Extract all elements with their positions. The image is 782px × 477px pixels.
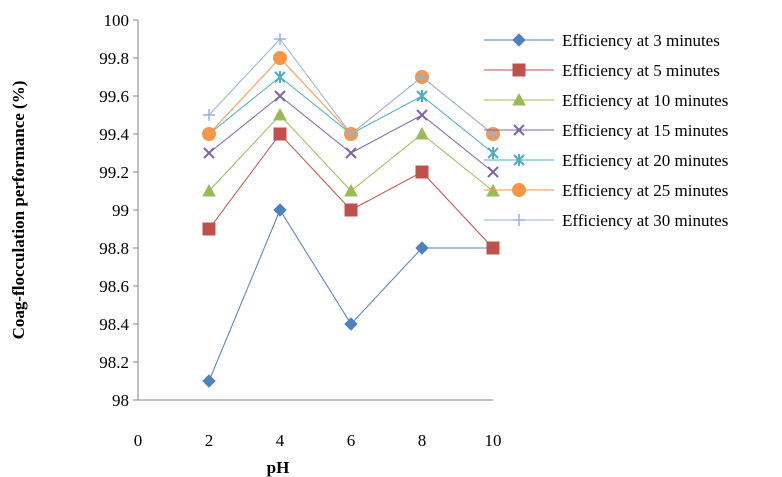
legend: Efficiency at 3 minutes Efficiency at 5 m… xyxy=(484,31,728,230)
series-5 xyxy=(203,71,499,159)
data-point xyxy=(203,109,215,121)
legend-entry: Efficiency at 25 minutes xyxy=(484,181,728,200)
legend-marker xyxy=(512,92,526,106)
x-tick-label: 6 xyxy=(347,431,356,450)
data-point xyxy=(415,126,429,140)
series-2 xyxy=(202,127,500,255)
x-tick-label: 2 xyxy=(205,431,214,450)
legend-label: Efficiency at 10 minutes xyxy=(562,91,728,110)
data-point xyxy=(487,166,499,178)
legend-entry: Efficiency at 30 minutes xyxy=(484,211,728,230)
data-point xyxy=(345,147,357,159)
y-tick-label: 99 xyxy=(112,201,129,220)
y-tick-label: 98.6 xyxy=(99,277,129,296)
legend-label: Efficiency at 20 minutes xyxy=(562,151,728,170)
data-point xyxy=(486,241,500,255)
series-1 xyxy=(202,203,500,388)
legend-entry: Efficiency at 5 minutes xyxy=(484,61,720,80)
y-tick-label: 98.4 xyxy=(99,315,129,334)
legend-marker xyxy=(513,154,525,166)
data-point xyxy=(416,90,428,102)
legend-label: Efficiency at 30 minutes xyxy=(562,211,728,230)
y-tick-label: 100 xyxy=(104,11,130,30)
series-7 xyxy=(203,33,499,140)
y-axis-title: Coag-flocculation performance (%) xyxy=(9,81,28,340)
data-point xyxy=(415,165,429,179)
data-point xyxy=(416,71,428,83)
legend-marker xyxy=(513,214,525,226)
series-line xyxy=(208,208,493,382)
series-line xyxy=(208,38,494,135)
x-axis-title: pH xyxy=(267,458,290,477)
plot-area xyxy=(202,33,500,388)
data-point xyxy=(344,183,358,197)
y-tick-label: 98.2 xyxy=(99,353,129,372)
data-point xyxy=(273,203,287,217)
data-point xyxy=(202,222,216,236)
x-tick-label: 10 xyxy=(485,431,502,450)
y-axis: 98 98.2 98.4 98.6 98.8 99 99.2 99.4 99.6 99.8 100 xyxy=(99,11,139,410)
legend-marker xyxy=(512,183,526,197)
legend-label: Efficiency at 5 minutes xyxy=(562,61,720,80)
series-6 xyxy=(202,51,500,141)
data-point xyxy=(274,90,286,102)
data-point xyxy=(202,374,216,388)
legend-label: Efficiency at 15 minutes xyxy=(562,121,728,140)
y-tick-label: 99.6 xyxy=(99,87,129,106)
data-point xyxy=(344,317,358,331)
series-3 xyxy=(202,107,500,197)
data-point xyxy=(203,147,215,159)
legend-entry: Efficiency at 3 minutes xyxy=(484,31,720,50)
legend-marker xyxy=(513,124,525,136)
data-point xyxy=(202,127,216,141)
data-point xyxy=(274,33,286,45)
data-point xyxy=(345,128,357,140)
data-point xyxy=(274,71,286,83)
x-tick-label: 8 xyxy=(418,431,427,450)
y-tick-label: 99.2 xyxy=(99,163,129,182)
y-tick-label: 98 xyxy=(112,391,129,410)
y-tick-label: 99.4 xyxy=(99,125,129,144)
data-point xyxy=(273,107,287,121)
data-point xyxy=(202,183,216,197)
legend-entry: Efficiency at 15 minutes xyxy=(484,121,728,140)
x-tick-label: 0 xyxy=(134,431,143,450)
data-point xyxy=(344,203,358,217)
x-tick-label: 4 xyxy=(276,431,285,450)
data-point xyxy=(273,127,287,141)
data-point xyxy=(273,51,287,65)
legend-label: Efficiency at 25 minutes xyxy=(562,181,728,200)
legend-entry: Efficiency at 20 minutes xyxy=(484,151,728,170)
data-point xyxy=(487,147,499,159)
y-tick-label: 99.8 xyxy=(99,49,129,68)
legend-entry: Efficiency at 10 minutes xyxy=(484,91,728,110)
data-point xyxy=(415,241,429,255)
legend-label: Efficiency at 3 minutes xyxy=(562,31,720,50)
legend-marker xyxy=(512,33,526,47)
data-point xyxy=(416,109,428,121)
x-axis: 0 2 4 6 8 10 xyxy=(134,399,502,450)
series-4 xyxy=(203,90,499,178)
legend-marker xyxy=(512,63,526,77)
y-tick-label: 98.8 xyxy=(99,239,129,258)
